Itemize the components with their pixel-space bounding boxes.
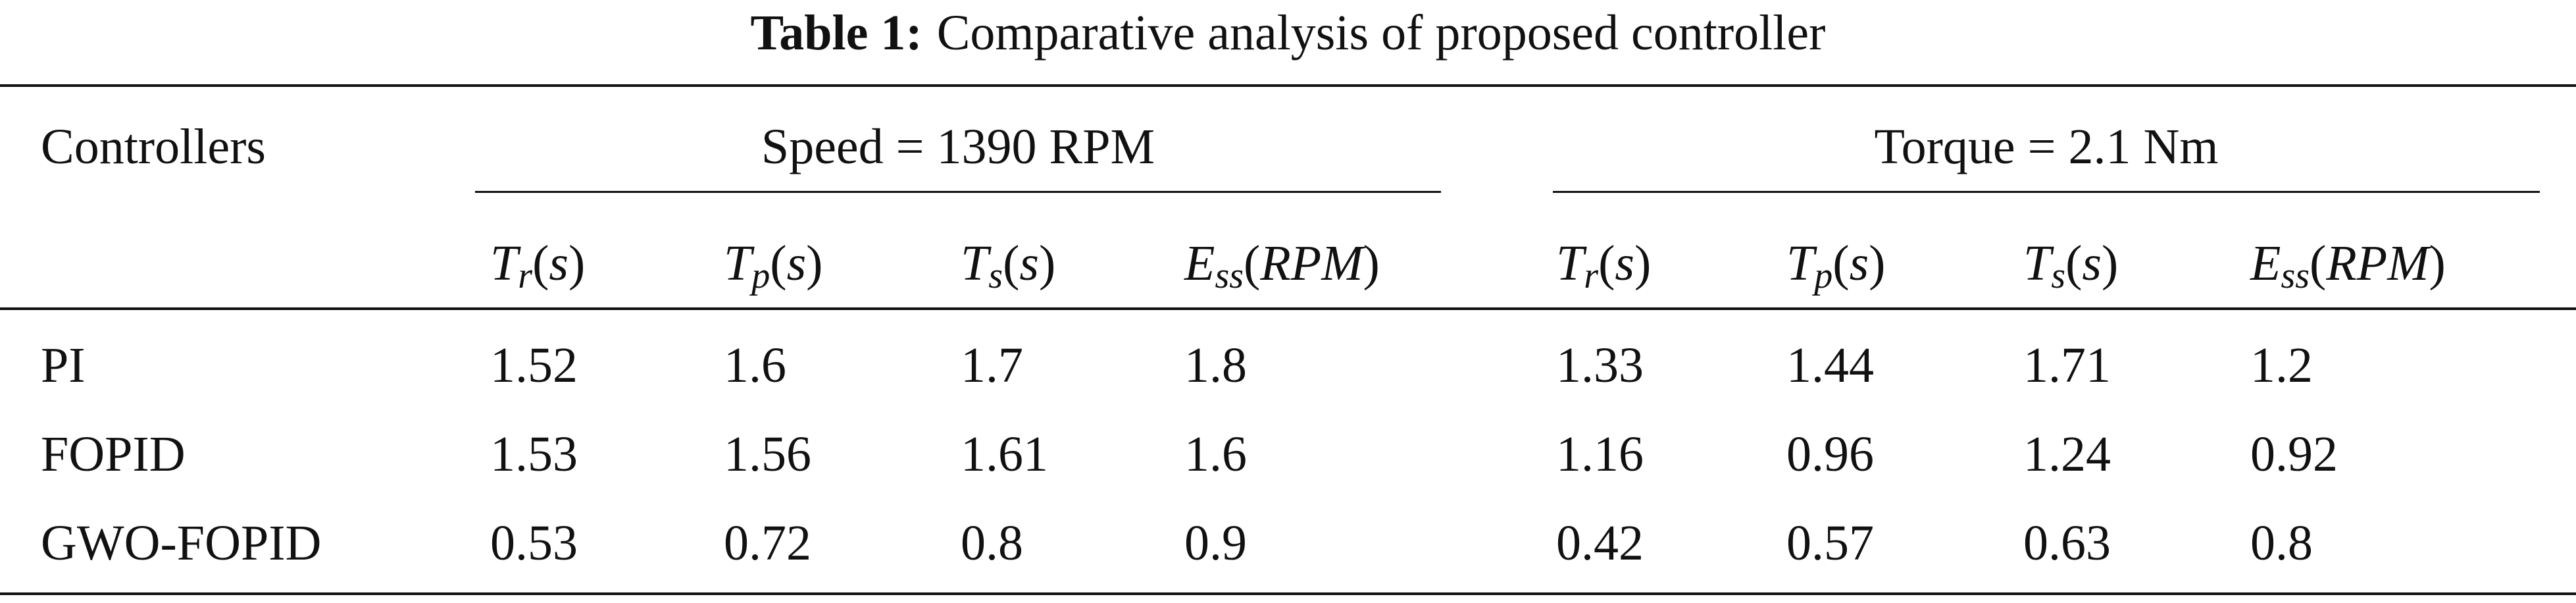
- top-rule: [0, 84, 2576, 87]
- row-name-2: GWO-FOPID: [41, 515, 322, 571]
- row-name-1: FOPID: [41, 427, 186, 482]
- row-0-value-2: 1.7: [961, 338, 1023, 393]
- header-col-subscript: s: [988, 255, 1003, 296]
- close-paren: ): [1038, 236, 1056, 291]
- row-2-value-7: 0.8: [2250, 515, 2313, 571]
- close-paren: ): [1869, 236, 1886, 291]
- header-col-symbol: T: [724, 236, 752, 291]
- row-0-value-1: 1.6: [724, 338, 786, 393]
- header-col-unit: s: [549, 236, 568, 291]
- header-col-7: Ess(RPM): [2250, 234, 2446, 296]
- header-col-subscript: p: [751, 255, 770, 296]
- header-col-2: Ts(s): [961, 234, 1056, 296]
- row-0-value-7: 1.2: [2250, 338, 2313, 393]
- open-paren: (: [1244, 236, 1261, 291]
- row-0-value-3: 1.8: [1184, 338, 1247, 393]
- table-caption-text: Comparative analysis of proposed control…: [936, 5, 1826, 61]
- open-paren: (: [1832, 236, 1850, 291]
- row-1-value-0: 1.53: [490, 427, 578, 482]
- header-col-4: Tr(s): [1556, 234, 1652, 296]
- row-0-value-0: 1.52: [490, 338, 578, 393]
- header-col-symbol: E: [2250, 236, 2281, 291]
- header-col-1: Tp(s): [724, 234, 823, 296]
- row-2-value-6: 0.63: [2023, 515, 2111, 571]
- row-0-value-4: 1.33: [1556, 338, 1644, 393]
- open-paren: (: [1003, 236, 1020, 291]
- close-paren: ): [2101, 236, 2119, 291]
- group-rule-speed: [475, 191, 1441, 193]
- header-group-0: Speed = 1390 RPM: [761, 119, 1155, 174]
- header-col-subscript: r: [1584, 255, 1599, 296]
- row-1-value-2: 1.61: [961, 427, 1048, 482]
- table-caption-label: Table 1:: [750, 5, 922, 61]
- open-paren: (: [2065, 236, 2083, 291]
- close-paren: ): [806, 236, 823, 291]
- table-caption: Table 1: Comparative analysis of proposed…: [0, 0, 2576, 66]
- header-col-symbol: T: [1786, 236, 1815, 291]
- row-0-value-5: 1.44: [1786, 338, 1874, 393]
- close-paren: ): [1363, 236, 1380, 291]
- open-paren: (: [532, 236, 549, 291]
- open-paren: (: [1598, 236, 1615, 291]
- header-col-subscript: p: [1814, 255, 1833, 296]
- row-2-value-3: 0.9: [1184, 515, 1247, 571]
- header-col-5: Tp(s): [1786, 234, 1886, 296]
- header-col-subscript: r: [518, 255, 533, 296]
- row-1-value-5: 0.96: [1786, 427, 1874, 482]
- header-controllers: Controllers: [41, 119, 266, 174]
- header-col-unit: RPM: [1260, 236, 1363, 291]
- header-col-unit: RPM: [2326, 236, 2429, 291]
- row-2-value-5: 0.57: [1786, 515, 1874, 571]
- header-col-symbol: T: [1556, 236, 1584, 291]
- header-col-3: Ess(RPM): [1184, 234, 1380, 296]
- row-name-0: PI: [41, 338, 86, 393]
- row-2-value-4: 0.42: [1556, 515, 1644, 571]
- group-rule-torque: [1553, 191, 2540, 193]
- row-2-value-0: 0.53: [490, 515, 578, 571]
- header-col-unit: s: [1849, 236, 1869, 291]
- header-col-unit: s: [1019, 236, 1039, 291]
- close-paren: ): [1634, 236, 1652, 291]
- row-1-value-6: 1.24: [2023, 427, 2111, 482]
- header-col-unit: s: [2082, 236, 2102, 291]
- open-paren: (: [2310, 236, 2327, 291]
- header-col-symbol: T: [961, 236, 989, 291]
- header-col-symbol: T: [490, 236, 518, 291]
- header-col-subscript: ss: [1215, 255, 1244, 296]
- close-paren: ): [2429, 236, 2446, 291]
- row-1-value-4: 1.16: [1556, 427, 1644, 482]
- row-1-value-7: 0.92: [2250, 427, 2338, 482]
- row-1-value-3: 1.6: [1184, 427, 1247, 482]
- header-col-subscript: ss: [2281, 255, 2310, 296]
- header-col-0: Tr(s): [490, 234, 586, 296]
- open-paren: (: [770, 236, 787, 291]
- row-0-value-6: 1.71: [2023, 338, 2111, 393]
- row-2-value-1: 0.72: [724, 515, 811, 571]
- bottom-rule: [0, 592, 2576, 595]
- header-col-subscript: s: [2051, 255, 2066, 296]
- row-2-value-2: 0.8: [961, 515, 1023, 571]
- close-paren: ): [568, 236, 586, 291]
- row-1-value-1: 1.56: [724, 427, 811, 482]
- header-col-symbol: T: [2023, 236, 2052, 291]
- header-col-symbol: E: [1184, 236, 1215, 291]
- header-col-6: Ts(s): [2023, 234, 2119, 296]
- header-group-1: Torque = 2.1 Nm: [1874, 119, 2219, 174]
- header-col-unit: s: [1615, 236, 1634, 291]
- header-col-unit: s: [786, 236, 807, 291]
- header-bottom-rule: [0, 307, 2576, 310]
